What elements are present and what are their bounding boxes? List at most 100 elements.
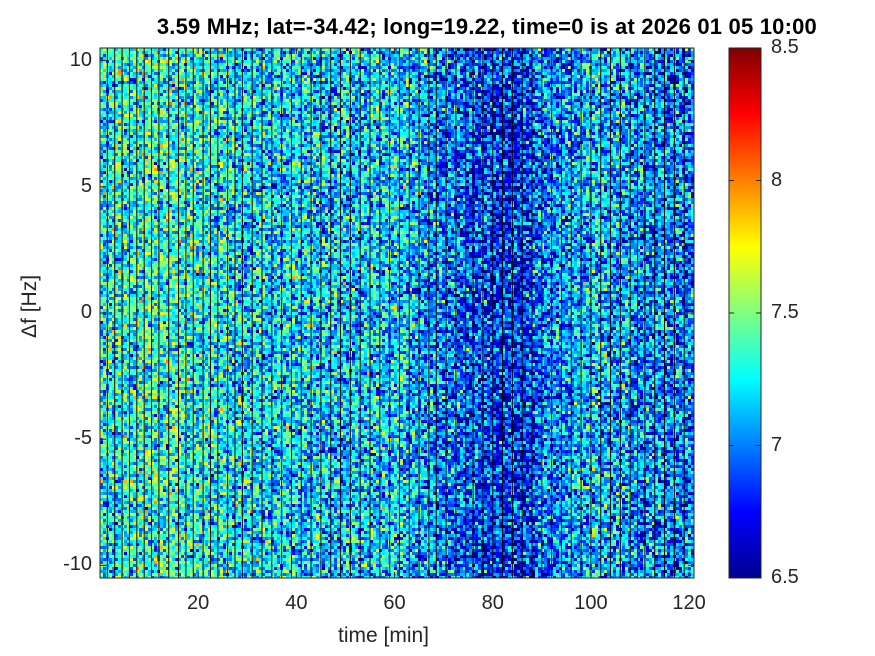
heatmap-cell bbox=[400, 78, 403, 81]
heatmap-cell bbox=[436, 90, 439, 93]
heatmap-cell bbox=[631, 78, 634, 81]
heatmap-cell bbox=[601, 102, 604, 105]
heatmap-cell bbox=[322, 81, 325, 84]
heatmap-cell bbox=[652, 69, 655, 72]
heatmap-cell bbox=[166, 81, 169, 84]
heatmap-cell bbox=[175, 102, 178, 105]
heatmap-cell bbox=[151, 69, 154, 72]
heatmap-cell bbox=[295, 108, 298, 111]
heatmap-cell bbox=[631, 117, 634, 120]
heatmap-cell bbox=[217, 87, 220, 90]
heatmap-cell bbox=[160, 99, 163, 102]
heatmap-cell bbox=[685, 51, 688, 54]
heatmap-cell bbox=[634, 75, 637, 78]
heatmap-cell bbox=[496, 108, 499, 111]
heatmap-cell bbox=[400, 54, 403, 57]
heatmap-cell bbox=[352, 75, 355, 78]
heatmap-cell bbox=[223, 93, 226, 96]
heatmap-cell bbox=[514, 51, 517, 54]
heatmap-cell bbox=[217, 117, 220, 120]
heatmap-cell bbox=[448, 99, 451, 102]
heatmap-cell bbox=[229, 117, 232, 120]
heatmap-cell bbox=[199, 105, 202, 108]
heatmap-cell bbox=[328, 93, 331, 96]
heatmap-cell bbox=[646, 99, 649, 102]
heatmap-cell bbox=[190, 81, 193, 84]
heatmap-cell bbox=[238, 54, 241, 57]
heatmap-cell bbox=[196, 66, 199, 69]
heatmap-cell bbox=[118, 66, 121, 69]
heatmap-cell bbox=[436, 117, 439, 120]
heatmap-cell bbox=[520, 102, 523, 105]
heatmap-cell bbox=[463, 63, 466, 66]
heatmap-cell bbox=[142, 69, 145, 72]
heatmap-cell bbox=[598, 93, 601, 96]
heatmap-cell bbox=[283, 93, 286, 96]
heatmap-cell bbox=[181, 87, 184, 90]
heatmap-cell bbox=[526, 84, 529, 87]
heatmap-cell bbox=[169, 117, 172, 120]
heatmap-cell bbox=[328, 69, 331, 72]
heatmap-cell bbox=[304, 81, 307, 84]
heatmap-cell bbox=[670, 63, 673, 66]
heatmap-cell bbox=[559, 51, 562, 54]
heatmap-cell bbox=[112, 99, 115, 102]
heatmap-cell bbox=[610, 81, 613, 84]
heatmap-cell bbox=[313, 93, 316, 96]
heatmap-cell bbox=[547, 57, 550, 60]
heatmap-cell bbox=[640, 72, 643, 75]
heatmap-cell bbox=[544, 87, 547, 90]
heatmap-cell bbox=[604, 120, 607, 123]
heatmap-cell bbox=[229, 93, 232, 96]
heatmap-cell bbox=[520, 111, 523, 114]
heatmap-cell bbox=[424, 93, 427, 96]
heatmap-cell bbox=[682, 81, 685, 84]
heatmap-cell bbox=[325, 117, 328, 120]
heatmap-cell bbox=[667, 51, 670, 54]
heatmap-cell bbox=[601, 108, 604, 111]
heatmap-cell bbox=[604, 108, 607, 111]
heatmap-cell bbox=[289, 63, 292, 66]
heatmap-cell bbox=[244, 63, 247, 66]
heatmap-cell bbox=[652, 57, 655, 60]
heatmap-cell bbox=[508, 120, 511, 123]
heatmap-cell bbox=[628, 108, 631, 111]
heatmap-cell bbox=[571, 111, 574, 114]
heatmap-cell bbox=[211, 54, 214, 57]
heatmap-cell bbox=[520, 63, 523, 66]
heatmap-cell bbox=[661, 93, 664, 96]
heatmap-cell bbox=[664, 66, 667, 69]
heatmap-cell bbox=[541, 114, 544, 117]
heatmap-cell bbox=[592, 57, 595, 60]
heatmap-cell bbox=[553, 48, 556, 51]
heatmap-cell bbox=[268, 117, 271, 120]
heatmap-cell bbox=[634, 99, 637, 102]
heatmap-cell bbox=[607, 99, 610, 102]
heatmap-cell bbox=[535, 81, 538, 84]
heatmap-cell bbox=[631, 90, 634, 93]
heatmap-cell bbox=[151, 57, 154, 60]
heatmap-cell bbox=[448, 63, 451, 66]
heatmap-cell bbox=[478, 63, 481, 66]
heatmap-cell bbox=[517, 63, 520, 66]
heatmap-cell bbox=[142, 108, 145, 111]
heatmap-cell bbox=[364, 72, 367, 75]
heatmap-cell bbox=[436, 78, 439, 81]
heatmap-cell bbox=[385, 93, 388, 96]
heatmap-cell bbox=[400, 99, 403, 102]
heatmap-cell bbox=[433, 72, 436, 75]
heatmap-cell bbox=[508, 57, 511, 60]
heatmap-cell bbox=[148, 54, 151, 57]
chart-title-text: 3.59 MHz; lat=-34.42; long=19.22, time=0… bbox=[157, 14, 817, 40]
heatmap-cell bbox=[301, 60, 304, 63]
heatmap-cell bbox=[535, 51, 538, 54]
heatmap-cell bbox=[634, 78, 637, 81]
heatmap-cell bbox=[232, 90, 235, 93]
heatmap-cell bbox=[670, 51, 673, 54]
heatmap-cell bbox=[622, 57, 625, 60]
heatmap-cell bbox=[592, 60, 595, 63]
heatmap-cell bbox=[337, 87, 340, 90]
heatmap-cell bbox=[685, 99, 688, 102]
heatmap-cell bbox=[322, 84, 325, 87]
heatmap-cell bbox=[325, 63, 328, 66]
